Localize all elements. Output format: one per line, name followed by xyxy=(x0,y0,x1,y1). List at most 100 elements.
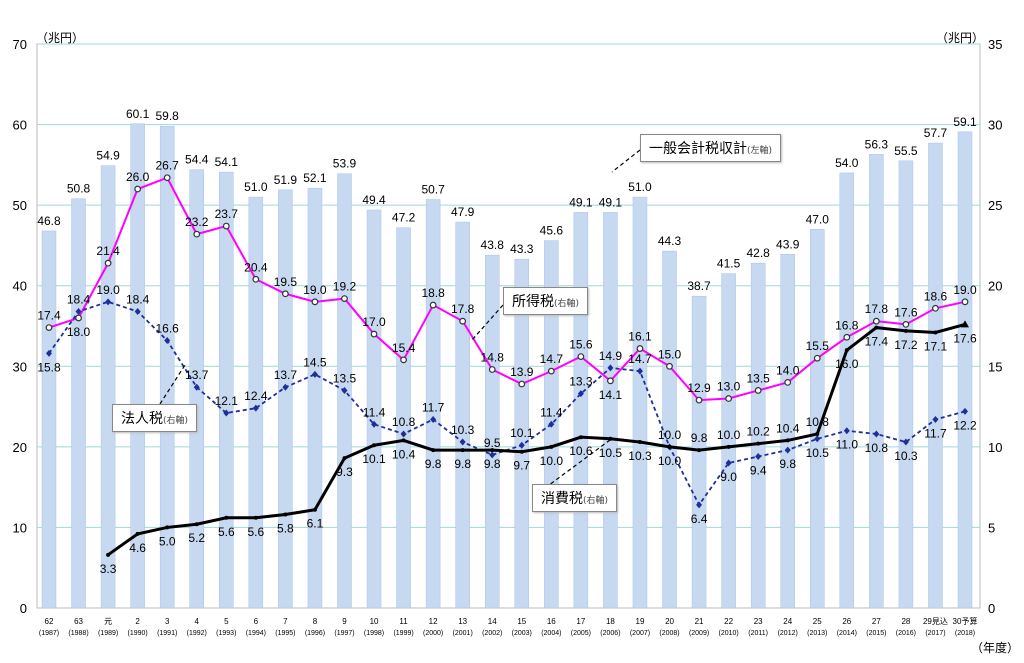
left-tick-label: 60 xyxy=(13,118,27,133)
corporate-tax-point xyxy=(371,420,378,428)
income-tax-point xyxy=(725,395,733,402)
income-tax-data-label: 17.4 xyxy=(37,309,61,323)
consumption-tax-point xyxy=(961,320,969,328)
corporate-tax-data-label: 10.1 xyxy=(510,426,534,440)
left-tick-label: 30 xyxy=(13,359,27,374)
corporate-tax-data-label: 10.8 xyxy=(392,415,416,429)
right-tick-label: 0 xyxy=(988,601,995,616)
x-tick-year: (1999) xyxy=(393,630,413,637)
x-tick-year: (2001) xyxy=(453,630,473,637)
bar-total-tax xyxy=(71,198,86,609)
consumption-tax-data-label: 10.0 xyxy=(717,428,741,442)
income-tax-point xyxy=(488,366,496,373)
income-tax-point xyxy=(932,304,939,312)
x-tick-year: (1997) xyxy=(334,630,354,637)
left-tick-label: 10 xyxy=(13,520,27,535)
annotation-arrow xyxy=(611,149,641,173)
consumption-tax-data-label: 10.8 xyxy=(806,415,830,429)
bar-total-tax xyxy=(869,154,884,609)
bar-data-label: 50.8 xyxy=(67,182,91,196)
bar-total-tax xyxy=(307,187,323,609)
corporate-tax-point xyxy=(430,415,437,423)
x-tick-label: 19 xyxy=(636,617,645,626)
income-tax-data-label: 18.6 xyxy=(924,289,948,303)
x-tick-label: 元 xyxy=(104,617,112,626)
x-tick-label: 22 xyxy=(724,617,733,626)
corporate-tax-data-label: 13.7 xyxy=(274,368,298,382)
corporate-tax-point xyxy=(459,438,466,446)
corporate-tax-point xyxy=(518,441,525,449)
corporate-tax-data-label: 6.4 xyxy=(691,512,708,526)
x-tick-year: (2003) xyxy=(512,630,532,637)
bar-data-label: 50.7 xyxy=(421,183,445,197)
consumption-tax-point xyxy=(756,441,761,446)
legend-corporate-tax: 法人税(右軸) xyxy=(112,404,198,432)
x-tick-year: (1994) xyxy=(246,630,266,637)
income-tax-point xyxy=(902,320,910,328)
income-tax-point xyxy=(75,314,82,322)
income-tax-data-label: 26.0 xyxy=(126,170,150,184)
x-tick-label: 28 xyxy=(901,617,910,626)
corporate-tax-data-label: 19.0 xyxy=(96,283,120,297)
consumption-tax-data-label: 5.2 xyxy=(188,531,205,545)
x-tick-year: (1988) xyxy=(68,630,88,637)
x-tick-label: 21 xyxy=(695,617,704,626)
income-tax-line xyxy=(48,176,966,402)
corporate-tax-data-label: 13.3 xyxy=(569,375,593,389)
income-tax-data-label: 16.1 xyxy=(628,330,652,344)
consumption-tax-data-label: 10.4 xyxy=(776,421,800,435)
income-tax-point xyxy=(754,387,762,394)
x-tick-label: 29見込 xyxy=(923,617,948,626)
x-tick-year: (2002) xyxy=(482,630,502,637)
bar-data-label: 47.9 xyxy=(451,205,475,219)
income-tax-point xyxy=(607,377,614,385)
consumption-tax-point xyxy=(815,431,820,436)
corporate-tax-point xyxy=(725,459,732,467)
income-tax-point xyxy=(872,317,880,325)
income-tax-data-label: 15.5 xyxy=(806,339,830,353)
bar-data-label: 47.0 xyxy=(806,212,830,226)
corporate-tax-point xyxy=(105,298,112,306)
income-tax-point xyxy=(813,354,821,362)
consumption-tax-point xyxy=(874,325,879,330)
legend-consumption-label: 消費税 xyxy=(541,491,583,507)
income-tax-point xyxy=(784,379,792,386)
left-tick-label: 50 xyxy=(13,198,27,213)
consumption-tax-data-label: 17.4 xyxy=(865,335,889,349)
corporate-tax-point xyxy=(282,383,289,391)
consumption-tax-point xyxy=(431,448,436,453)
income-tax-data-label: 17.6 xyxy=(894,305,918,319)
corporate-tax-point xyxy=(607,364,614,372)
corporate-tax-point xyxy=(636,367,643,375)
income-tax-data-label: 15.6 xyxy=(569,338,593,352)
income-tax-point xyxy=(163,174,171,182)
x-tick-year: (2004) xyxy=(541,630,561,637)
corporate-tax-data-label: 15.8 xyxy=(37,360,61,374)
corporate-tax-data-label: 14.7 xyxy=(628,352,652,366)
income-tax-point xyxy=(370,330,378,338)
corporate-tax-point xyxy=(902,438,909,446)
corporate-tax-data-label: 10.0 xyxy=(658,454,682,468)
legend-total-tax: 一般会計税収計(左軸) xyxy=(640,134,782,162)
consumption-tax-point xyxy=(194,522,199,527)
bar-total-tax xyxy=(632,196,648,609)
corporate-tax-point xyxy=(75,307,82,315)
x-tick-year: (2009) xyxy=(689,630,709,637)
corporate-tax-point xyxy=(252,404,259,412)
consumption-tax-data-label: 10.3 xyxy=(628,449,652,463)
right-tick-label: 10 xyxy=(988,440,1002,455)
consumption-tax-data-label: 17.2 xyxy=(894,338,918,352)
corporate-tax-data-label: 10.8 xyxy=(865,441,889,455)
corporate-tax-data-label: 12.2 xyxy=(953,418,977,432)
right-tick-label: 15 xyxy=(988,359,1002,374)
left-axis-unit: （兆円） xyxy=(36,31,84,45)
bar-total-tax xyxy=(691,295,707,609)
income-tax-point xyxy=(843,333,851,341)
corporate-tax-data-label: 11.7 xyxy=(422,400,445,414)
corporate-tax-point xyxy=(784,446,791,454)
consumption-tax-data-label: 5.6 xyxy=(247,525,264,539)
legend-consumption-axis: (右軸) xyxy=(583,496,609,506)
bar-data-label: 51.0 xyxy=(628,180,652,194)
right-tick-label: 35 xyxy=(988,37,1002,52)
legend-income-label: 所得税 xyxy=(512,294,554,310)
